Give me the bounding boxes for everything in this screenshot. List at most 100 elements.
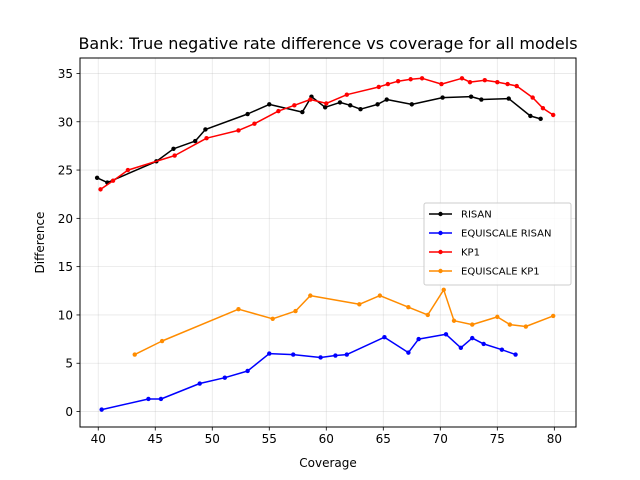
x-tick-label: 45 <box>148 432 163 446</box>
data-point <box>467 79 473 85</box>
data-point <box>267 102 272 107</box>
series-line <box>101 333 516 411</box>
data-point <box>318 355 323 360</box>
data-point <box>495 314 500 320</box>
data-point <box>158 396 164 402</box>
data-point <box>540 106 546 111</box>
y-tick-label: 15 <box>58 260 73 274</box>
data-point <box>236 128 241 133</box>
x-tick-label: 40 <box>91 432 106 446</box>
data-point <box>222 375 228 380</box>
legend-entry-label: KP1 <box>461 248 480 259</box>
data-point <box>416 336 421 342</box>
data-point <box>530 95 535 100</box>
data-point <box>125 167 131 173</box>
y-tick-label: 5 <box>65 357 73 371</box>
data-point <box>451 318 457 323</box>
data-point <box>382 334 387 340</box>
data-point <box>308 293 313 298</box>
data-point <box>505 81 510 87</box>
data-point <box>292 103 297 108</box>
data-point <box>357 302 362 307</box>
data-point <box>270 316 275 322</box>
data-point <box>110 178 116 183</box>
data-point <box>470 335 475 341</box>
series-1 <box>99 332 518 412</box>
data-point <box>468 94 474 99</box>
data-point <box>159 338 165 344</box>
data-point <box>197 381 202 386</box>
data-point <box>470 322 475 327</box>
data-point <box>459 76 465 81</box>
x-tick-label: 75 <box>490 432 505 446</box>
data-point <box>344 92 350 97</box>
data-point <box>440 95 445 100</box>
data-point <box>506 96 511 101</box>
data-point <box>375 102 380 107</box>
data-point <box>550 112 556 118</box>
data-point <box>384 97 389 102</box>
data-point <box>172 153 177 158</box>
data-point <box>458 345 464 350</box>
data-point <box>513 352 518 357</box>
data-point <box>507 322 513 327</box>
data-point <box>538 116 543 122</box>
data-point <box>99 407 104 412</box>
data-point <box>443 332 449 337</box>
axis-ticks: 40 45 50 55 60 65 70 75 80 0 5 10 15 20 25 30 35 <box>58 67 562 446</box>
y-tick-label: 20 <box>58 212 73 226</box>
series-layer <box>94 76 556 412</box>
data-point <box>132 352 137 357</box>
plot-frame <box>79 57 577 428</box>
legend-swatch-marker <box>438 249 443 255</box>
data-point <box>479 97 484 102</box>
data-point <box>550 313 556 319</box>
data-point <box>245 111 250 117</box>
legend-swatch-marker <box>438 230 443 236</box>
data-point <box>385 81 391 87</box>
x-tick-label: 70 <box>433 432 448 446</box>
data-point <box>333 353 338 358</box>
data-point <box>322 105 328 110</box>
data-point <box>324 101 329 106</box>
data-point <box>236 306 241 312</box>
data-point <box>441 287 446 293</box>
data-point <box>528 113 533 119</box>
x-tick-label: 65 <box>376 432 391 446</box>
legend-swatch-marker <box>438 268 443 274</box>
data-point <box>203 127 208 132</box>
grid <box>80 58 576 427</box>
y-tick-label: 0 <box>65 405 73 419</box>
data-point <box>377 293 383 298</box>
data-point <box>348 103 353 108</box>
legend: RISAN EQUISCALE RISAN KP1 EQUISCALE KP1 <box>423 202 572 286</box>
data-point <box>425 312 430 318</box>
x-tick-label: 80 <box>547 432 562 446</box>
data-point <box>291 352 296 357</box>
series-3 <box>132 287 556 357</box>
data-point <box>293 308 298 314</box>
data-point <box>482 78 487 83</box>
data-point <box>204 135 209 141</box>
y-tick-label: 30 <box>58 115 73 129</box>
legend-entry-label: EQUISCALE KP1 <box>461 267 540 278</box>
data-point <box>171 146 176 152</box>
data-point <box>408 77 413 82</box>
y-tick-label: 25 <box>58 164 73 178</box>
y-axis-label: Difference <box>33 212 47 274</box>
data-point <box>276 108 281 114</box>
data-point <box>146 396 151 402</box>
data-point <box>358 106 363 112</box>
x-tick-label: 55 <box>262 432 277 446</box>
data-point <box>337 100 343 105</box>
y-tick-label: 10 <box>58 308 73 322</box>
chart-title: Bank: True negative rate difference vs c… <box>78 34 577 53</box>
data-point <box>395 78 401 84</box>
data-point <box>376 84 381 90</box>
data-point <box>409 102 415 107</box>
legend-entry-label: RISAN <box>461 210 492 221</box>
legend-box <box>423 202 572 286</box>
data-point <box>94 175 100 180</box>
data-point <box>308 97 313 102</box>
